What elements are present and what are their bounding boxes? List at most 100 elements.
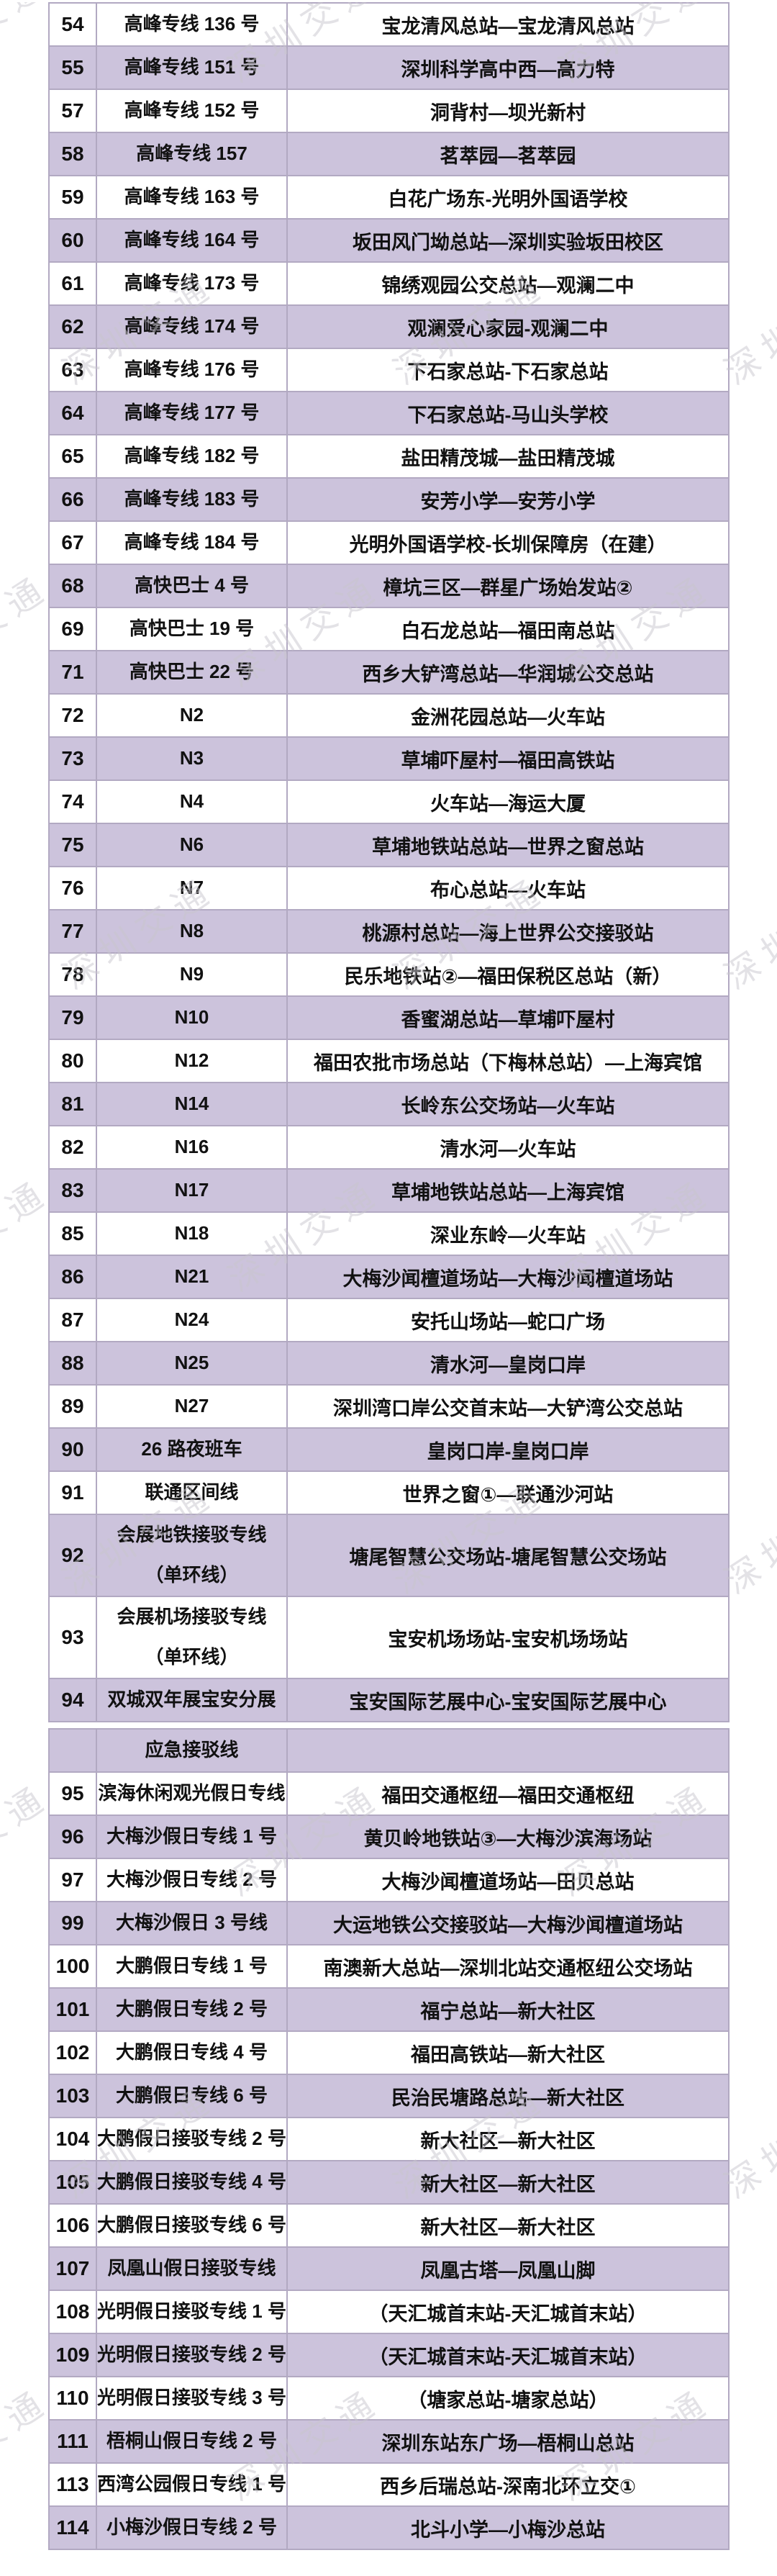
table-row: 94 双城双年展宝安分展 宝安国际艺展中心-宝安国际艺展中心: [48, 1678, 730, 1722]
table-row: 58 高峰专线 157 茗萃园—茗萃园: [48, 132, 730, 176]
route-endpoints-cell: 白石龙总站—福田南总站: [286, 607, 730, 651]
routes-table-main-body: 54 高峰专线 136 号宝龙清风总站—宝龙清风总站 55 高峰专线 151 号深圳科…: [48, 2, 730, 1722]
route-endpoints-cell: 樟坑三区—群星广场始发站②: [286, 564, 730, 608]
route-name-cell: N8: [96, 909, 288, 954]
route-endpoints-cell: 凤凰古塔—凤凰山脚: [286, 2246, 730, 2291]
route-name-cell: N16: [96, 1125, 288, 1170]
route-name-cell: 高峰专线 136 号: [96, 2, 288, 47]
route-endpoints-cell: 长岭东公交场站—火车站: [286, 1082, 730, 1126]
route-name-cell: 高快巴士 4 号: [96, 564, 288, 608]
route-endpoints-cell: 皇岗口岸-皇岗口岸: [286, 1427, 730, 1472]
row-number-cell: 68: [48, 564, 97, 608]
route-name-cell: N10: [96, 995, 288, 1040]
row-number-cell: 94: [48, 1678, 97, 1722]
route-name-cell: N17: [96, 1168, 288, 1213]
route-endpoints-cell: 清水河—皇岗口岸: [286, 1341, 730, 1386]
route-endpoints-cell: 观澜爱心家园-观澜二中: [286, 304, 730, 349]
route-endpoints-cell: 桃源村总站—海上世界公交接驳站: [286, 909, 730, 954]
row-number-cell: 92: [48, 1514, 97, 1597]
route-endpoints-cell: 洞背村—坝光新村: [286, 89, 730, 133]
row-number-cell: 81: [48, 1082, 97, 1126]
row-number-cell: 86: [48, 1255, 97, 1299]
row-number-cell: 105: [48, 2160, 97, 2205]
table-row: 67 高峰专线 184 号光明外国语学校-长圳保障房（在建）: [48, 520, 730, 565]
table-row: 60 高峰专线 164 号坂田风门坳总站—深圳实验坂田校区: [48, 218, 730, 263]
routes-table-emergency-body: 应急接驳线 95 滨海休闲观光假日专线 福田交通枢纽—福田交通枢纽 96 大梅沙假日专线 …: [48, 1728, 730, 2550]
row-number-cell: 79: [48, 995, 97, 1040]
table-row: 73 N3 草埔吓屋村—福田高铁站: [48, 736, 730, 781]
row-number-cell: 111: [48, 2419, 97, 2464]
table-row: 62 高峰专线 174 号观澜爱心家园-观澜二中: [48, 304, 730, 349]
route-name-cell: N18: [96, 1211, 288, 1256]
route-endpoints-cell: 福宁总站—新大社区: [286, 1987, 730, 2032]
route-name-cell: 大鹏假日专线 2 号: [96, 1987, 288, 2032]
table-row: 97 大梅沙假日专线 2 号大梅沙闻檀道场站—田贝总站: [48, 1858, 730, 1902]
row-number-cell: 73: [48, 736, 97, 781]
route-name-cell: 高快巴士 19 号: [96, 607, 288, 651]
route-endpoints-cell: 大运地铁公交接驳站—大梅沙闻檀道场站: [286, 1901, 730, 1945]
table-row: 90 26 路夜班车 皇岗口岸-皇岗口岸: [48, 1427, 730, 1472]
route-name-cell: 大鹏假日接驳专线 6 号: [96, 2203, 288, 2248]
table-row: 103 大鹏假日专线 6 号民治民塘路总站—新大社区: [48, 2074, 730, 2118]
route-endpoints-cell: 新大社区—新大社区: [286, 2117, 730, 2161]
row-number-cell: 91: [48, 1470, 97, 1515]
table-row: 80 N12 福田农批市场总站（下梅林总站）—上海宾馆: [48, 1039, 730, 1083]
route-endpoints-cell: 茗萃园—茗萃园: [286, 132, 730, 176]
row-number-cell: 61: [48, 261, 97, 306]
route-name-cell: 光明假日接驳专线 2 号: [96, 2333, 288, 2377]
route-endpoints-cell: 安芳小学—安芳小学: [286, 477, 730, 522]
row-number-cell: 71: [48, 650, 97, 695]
route-endpoints-cell: 西乡大铲湾总站—华润城公交总站: [286, 650, 730, 695]
route-name-cell: 西湾公园假日专线 1 号: [96, 2462, 288, 2507]
row-number-cell: 108: [48, 2290, 97, 2334]
section-header-label: 应急接驳线: [96, 1728, 288, 1773]
route-endpoints-cell: 清水河—火车站: [286, 1125, 730, 1170]
row-number-cell: 59: [48, 175, 97, 220]
route-name-cell: 高峰专线 173 号: [96, 261, 288, 306]
route-endpoints-cell: 大梅沙闻檀道场站—田贝总站: [286, 1858, 730, 1902]
route-endpoints-cell: 盐田精茂城—盐田精茂城: [286, 434, 730, 479]
route-endpoints-cell: 草埔地铁站总站—上海宾馆: [286, 1168, 730, 1213]
route-name-cell: N2: [96, 693, 288, 738]
route-endpoints-cell: 深圳科学高中西—高力特: [286, 45, 730, 90]
row-number-cell: 74: [48, 779, 97, 824]
route-endpoints-cell: 福田农批市场总站（下梅林总站）—上海宾馆: [286, 1039, 730, 1083]
route-endpoints-cell: 民治民塘路总站—新大社区: [286, 2074, 730, 2118]
route-endpoints-cell: 新大社区—新大社区: [286, 2203, 730, 2248]
route-name-cell: 高峰专线 177 号: [96, 391, 288, 435]
route-name-cell: N24: [96, 1298, 288, 1342]
row-number-cell: 85: [48, 1211, 97, 1256]
route-name-cell: 大鹏假日接驳专线 4 号: [96, 2160, 288, 2205]
table-row: 108 光明假日接驳专线 1 号（天汇城首末站-天汇城首末站）: [48, 2290, 730, 2334]
routes-table-emergency: 应急接驳线 95 滨海休闲观光假日专线 福田交通枢纽—福田交通枢纽 96 大梅沙假日专线 …: [48, 1728, 730, 2550]
row-number-cell: 95: [48, 1771, 97, 1816]
route-name-cell: N21: [96, 1255, 288, 1299]
table-row: 105 大鹏假日接驳专线 4 号新大社区—新大社区: [48, 2160, 730, 2205]
route-name-cell: N9: [96, 952, 288, 997]
row-number-cell: 110: [48, 2376, 97, 2421]
row-number-cell: 69: [48, 607, 97, 651]
route-name-cell: 高峰专线 164 号: [96, 218, 288, 263]
row-number-cell: 113: [48, 2462, 97, 2507]
row-number-cell: 88: [48, 1341, 97, 1386]
row-number-cell: 100: [48, 1944, 97, 1989]
row-number-cell: 109: [48, 2333, 97, 2377]
section-header-row: 应急接驳线: [48, 1728, 730, 1773]
table-row: 74 N4 火车站—海运大厦: [48, 779, 730, 824]
table-row: 111 梧桐山假日专线 2 号深圳东站东广场—梧桐山总站: [48, 2419, 730, 2464]
route-endpoints-cell: 福田交通枢纽—福田交通枢纽: [286, 1771, 730, 1816]
route-endpoints-cell: 西乡后瑞总站-深南北环立交①: [286, 2462, 730, 2507]
table-row: 55 高峰专线 151 号深圳科学高中西—高力特: [48, 45, 730, 90]
route-endpoints-cell: 草埔地铁站总站—世界之窗总站: [286, 823, 730, 867]
route-endpoints-cell: 白花广场东-光明外国语学校: [286, 175, 730, 220]
route-endpoints-cell: 世界之窗①—联通沙河站: [286, 1470, 730, 1515]
table-row: 59 高峰专线 163 号白花广场东-光明外国语学校: [48, 175, 730, 220]
row-number-cell: 96: [48, 1815, 97, 1859]
row-number-cell: 67: [48, 520, 97, 565]
table-row: 54 高峰专线 136 号宝龙清风总站—宝龙清风总站: [48, 2, 730, 47]
table-row: 71 高快巴士 22 号西乡大铲湾总站—华润城公交总站: [48, 650, 730, 695]
row-number-cell: 65: [48, 434, 97, 479]
route-name-cell: 高快巴士 22 号: [96, 650, 288, 695]
route-name-cell: 梧桐山假日专线 2 号: [96, 2419, 288, 2464]
